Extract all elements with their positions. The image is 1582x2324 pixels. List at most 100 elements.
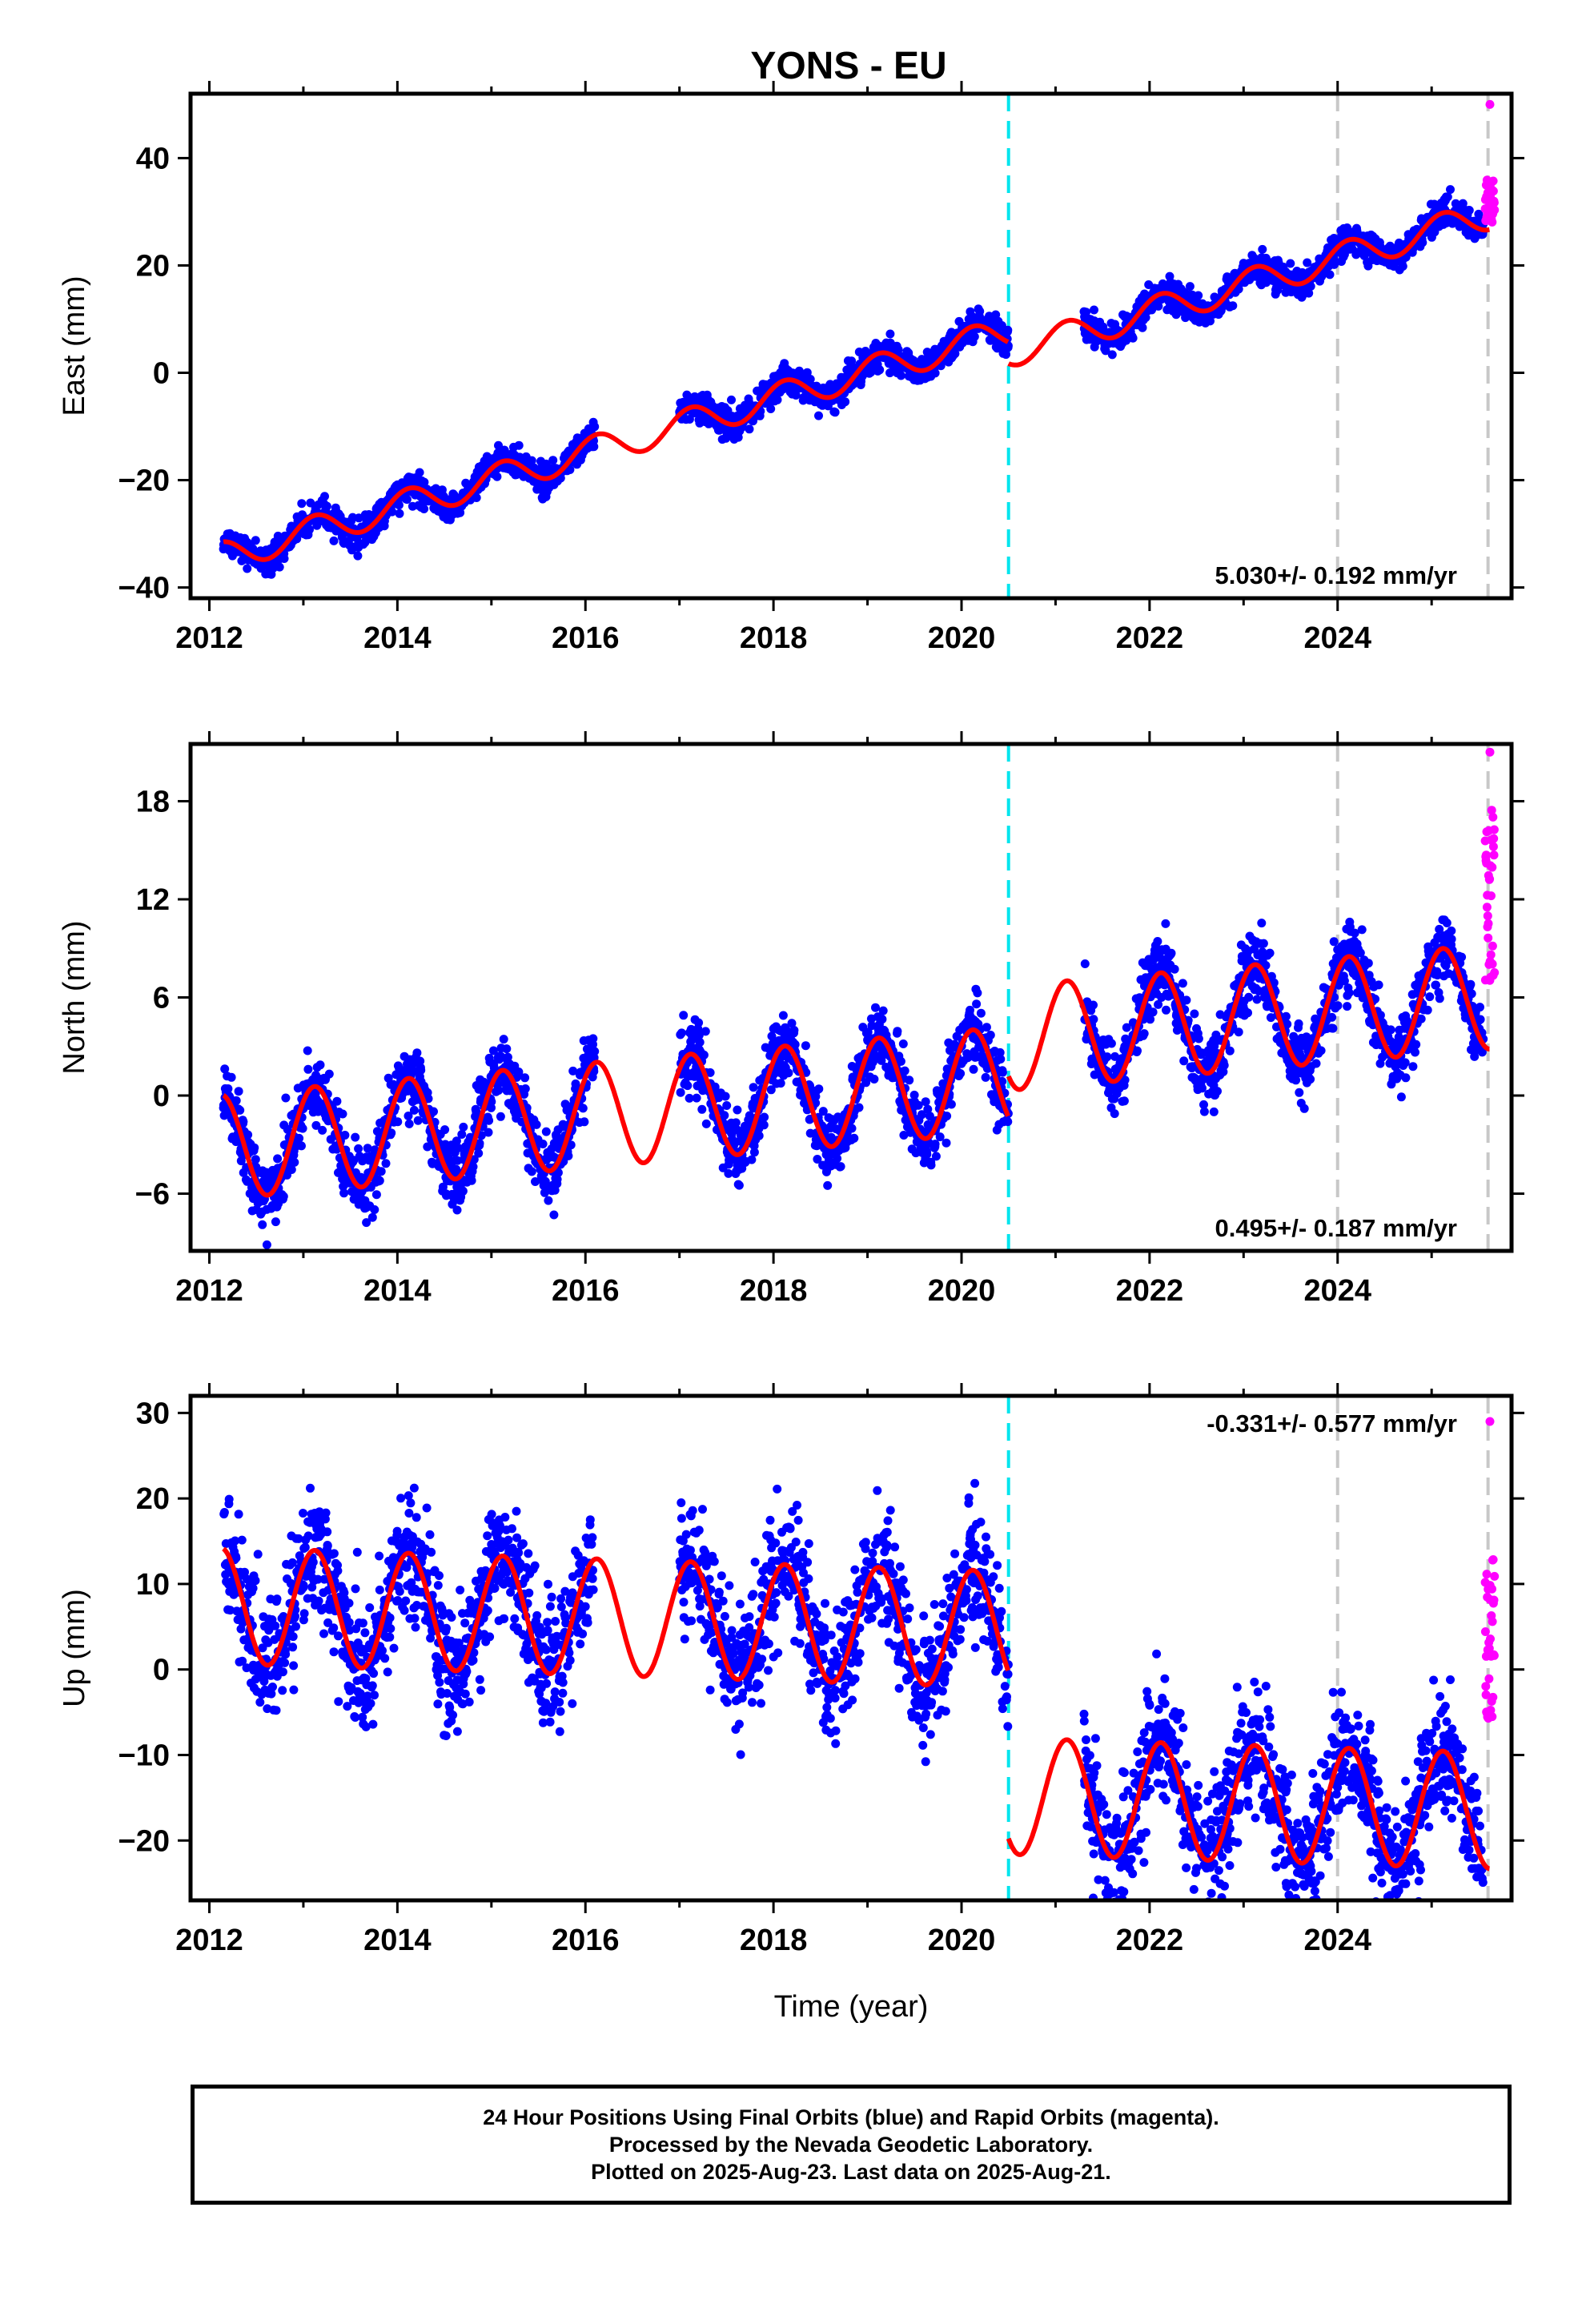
data-point bbox=[527, 1167, 536, 1176]
data-point bbox=[298, 1124, 307, 1133]
data-point bbox=[474, 1148, 484, 1158]
data-point bbox=[759, 1120, 769, 1130]
data-point bbox=[499, 1035, 508, 1044]
data-point bbox=[898, 1039, 908, 1048]
data-point bbox=[578, 1104, 588, 1113]
data-point bbox=[492, 472, 502, 481]
y-tick-label: −40 bbox=[118, 572, 170, 605]
data-point bbox=[440, 1125, 450, 1135]
data-point bbox=[1089, 1000, 1098, 1010]
data-point bbox=[1225, 1046, 1235, 1055]
y-tick-label: 20 bbox=[136, 249, 170, 283]
data-point bbox=[754, 1131, 764, 1140]
data-point bbox=[320, 492, 329, 501]
data-point bbox=[404, 1119, 414, 1128]
data-point bbox=[1002, 350, 1010, 360]
data-point bbox=[996, 1055, 1006, 1063]
data-point bbox=[489, 1063, 499, 1072]
data-point bbox=[677, 1028, 686, 1038]
data-point bbox=[847, 356, 857, 366]
data-point bbox=[685, 1093, 694, 1103]
data-point bbox=[564, 1151, 573, 1160]
data-point bbox=[437, 485, 447, 495]
data-point bbox=[324, 1069, 334, 1079]
data-point bbox=[1286, 259, 1295, 268]
data-point bbox=[791, 391, 801, 400]
data-point bbox=[375, 1176, 384, 1185]
data-point bbox=[776, 1079, 785, 1088]
data-point bbox=[452, 1156, 462, 1165]
data-point bbox=[420, 505, 429, 513]
data-point bbox=[243, 564, 252, 573]
data-point bbox=[1194, 291, 1203, 300]
data-point bbox=[745, 424, 754, 434]
data-point bbox=[1303, 258, 1312, 267]
x-tick-label: 2020 bbox=[928, 621, 996, 655]
data-point bbox=[1166, 948, 1176, 958]
data-point bbox=[520, 1073, 530, 1083]
data-point bbox=[1398, 262, 1407, 271]
data-point bbox=[353, 551, 363, 561]
data-point bbox=[290, 1157, 299, 1167]
data-point bbox=[1262, 278, 1271, 287]
data-point bbox=[773, 395, 782, 404]
data-point bbox=[429, 1107, 438, 1116]
velocity-label: 5.030+/- 0.192 mm/yr bbox=[1215, 561, 1457, 589]
data-point bbox=[1003, 325, 1013, 335]
data-point bbox=[802, 368, 812, 377]
data-point bbox=[1490, 205, 1500, 215]
data-point bbox=[1128, 333, 1138, 343]
data-point bbox=[722, 1101, 732, 1110]
data-point bbox=[548, 456, 558, 465]
data-point bbox=[1325, 270, 1335, 279]
data-point bbox=[705, 1068, 715, 1077]
data-point bbox=[1206, 316, 1215, 326]
data-point bbox=[487, 1097, 496, 1107]
data-point bbox=[494, 1086, 504, 1095]
data-point bbox=[814, 1084, 824, 1094]
data-point bbox=[329, 536, 339, 545]
data-point bbox=[568, 1066, 578, 1076]
data-point bbox=[531, 1177, 540, 1186]
data-point bbox=[314, 1097, 323, 1107]
data-point bbox=[679, 1011, 689, 1020]
data-point bbox=[424, 1094, 433, 1104]
data-point bbox=[220, 1064, 230, 1074]
data-point bbox=[727, 395, 736, 404]
data-point bbox=[588, 1034, 598, 1043]
data-point bbox=[1098, 322, 1108, 332]
data-point bbox=[549, 1210, 559, 1220]
data-point bbox=[1185, 282, 1195, 292]
data-point bbox=[273, 1154, 283, 1164]
data-point bbox=[305, 525, 314, 534]
data-point bbox=[338, 1109, 347, 1119]
data-point bbox=[409, 1066, 419, 1076]
data-point bbox=[787, 1019, 797, 1028]
data-point bbox=[676, 1088, 685, 1097]
data-point bbox=[589, 442, 599, 452]
data-point bbox=[813, 1155, 822, 1164]
data-point bbox=[935, 1132, 945, 1142]
data-point bbox=[766, 1085, 776, 1095]
data-point bbox=[416, 1056, 425, 1066]
data-point bbox=[972, 999, 982, 1009]
data-point bbox=[922, 1149, 932, 1159]
data-point bbox=[836, 1162, 845, 1172]
data-point bbox=[701, 1119, 711, 1128]
data-point bbox=[281, 1093, 291, 1103]
data-point bbox=[784, 1068, 793, 1078]
data-point bbox=[354, 1144, 363, 1153]
data-point bbox=[283, 1124, 292, 1134]
data-point bbox=[452, 1136, 461, 1146]
data-point bbox=[1101, 346, 1110, 356]
data-point bbox=[303, 1064, 313, 1074]
data-point bbox=[297, 499, 307, 509]
data-point bbox=[472, 493, 481, 502]
data-point bbox=[1485, 99, 1495, 109]
data-point bbox=[734, 1180, 744, 1190]
data-point bbox=[503, 1052, 512, 1062]
data-point bbox=[420, 477, 429, 487]
data-point bbox=[1258, 244, 1267, 254]
data-point bbox=[1199, 1107, 1209, 1116]
data-point bbox=[1446, 185, 1455, 195]
